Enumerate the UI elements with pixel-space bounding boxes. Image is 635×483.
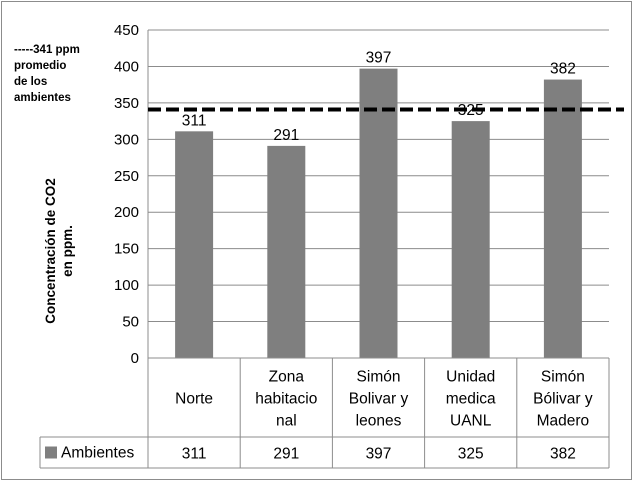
y-tick-label: 400 — [114, 58, 139, 75]
y-tick-label: 0 — [131, 350, 139, 367]
bar-data-label: 291 — [273, 127, 299, 144]
bar — [359, 68, 398, 359]
bar — [543, 79, 582, 358]
x-category-label: Bolivar y — [349, 391, 409, 408]
x-category-label: Madero — [537, 413, 590, 430]
legend-label: Ambientes — [61, 445, 134, 462]
legend-swatch — [45, 446, 57, 459]
x-category-label: Bólivar y — [533, 391, 593, 408]
x-category-label: Norte — [175, 391, 213, 408]
table-value: 325 — [458, 446, 484, 463]
bar-data-label: 325 — [458, 102, 484, 119]
bar-data-label: 311 — [182, 112, 207, 129]
y-tick-label: 150 — [114, 241, 139, 258]
table-value: 382 — [550, 446, 576, 463]
y-tick-label: 100 — [114, 277, 139, 294]
y-tick-label: 350 — [114, 95, 139, 112]
x-category-label: nal — [276, 413, 297, 430]
x-category-label: UANL — [450, 413, 492, 430]
x-category-label: Zona — [269, 369, 305, 386]
bar-data-label: 397 — [366, 50, 392, 67]
x-category-label: Simón — [357, 369, 401, 386]
x-category-label: Simón — [541, 369, 585, 386]
x-category-label: habitacio — [255, 391, 317, 408]
bar-data-label: 382 — [550, 61, 576, 78]
table-value: 311 — [182, 446, 207, 463]
y-tick-label: 450 — [114, 22, 139, 39]
x-category-label: medica — [446, 391, 496, 408]
table-value: 397 — [366, 446, 392, 463]
bar — [451, 121, 490, 358]
y-tick-label: 200 — [114, 204, 139, 221]
y-tick-label: 300 — [114, 131, 139, 148]
x-category-label: Unidad — [446, 369, 495, 386]
y-tick-label: 50 — [122, 314, 139, 331]
y-tick-label: 250 — [114, 168, 139, 185]
table-value: 291 — [273, 446, 299, 463]
reference-line-note: -----341 ppm promedio de los ambientes — [14, 44, 80, 104]
bar — [175, 131, 214, 358]
bar — [267, 145, 306, 358]
x-category-label: leones — [356, 413, 402, 430]
